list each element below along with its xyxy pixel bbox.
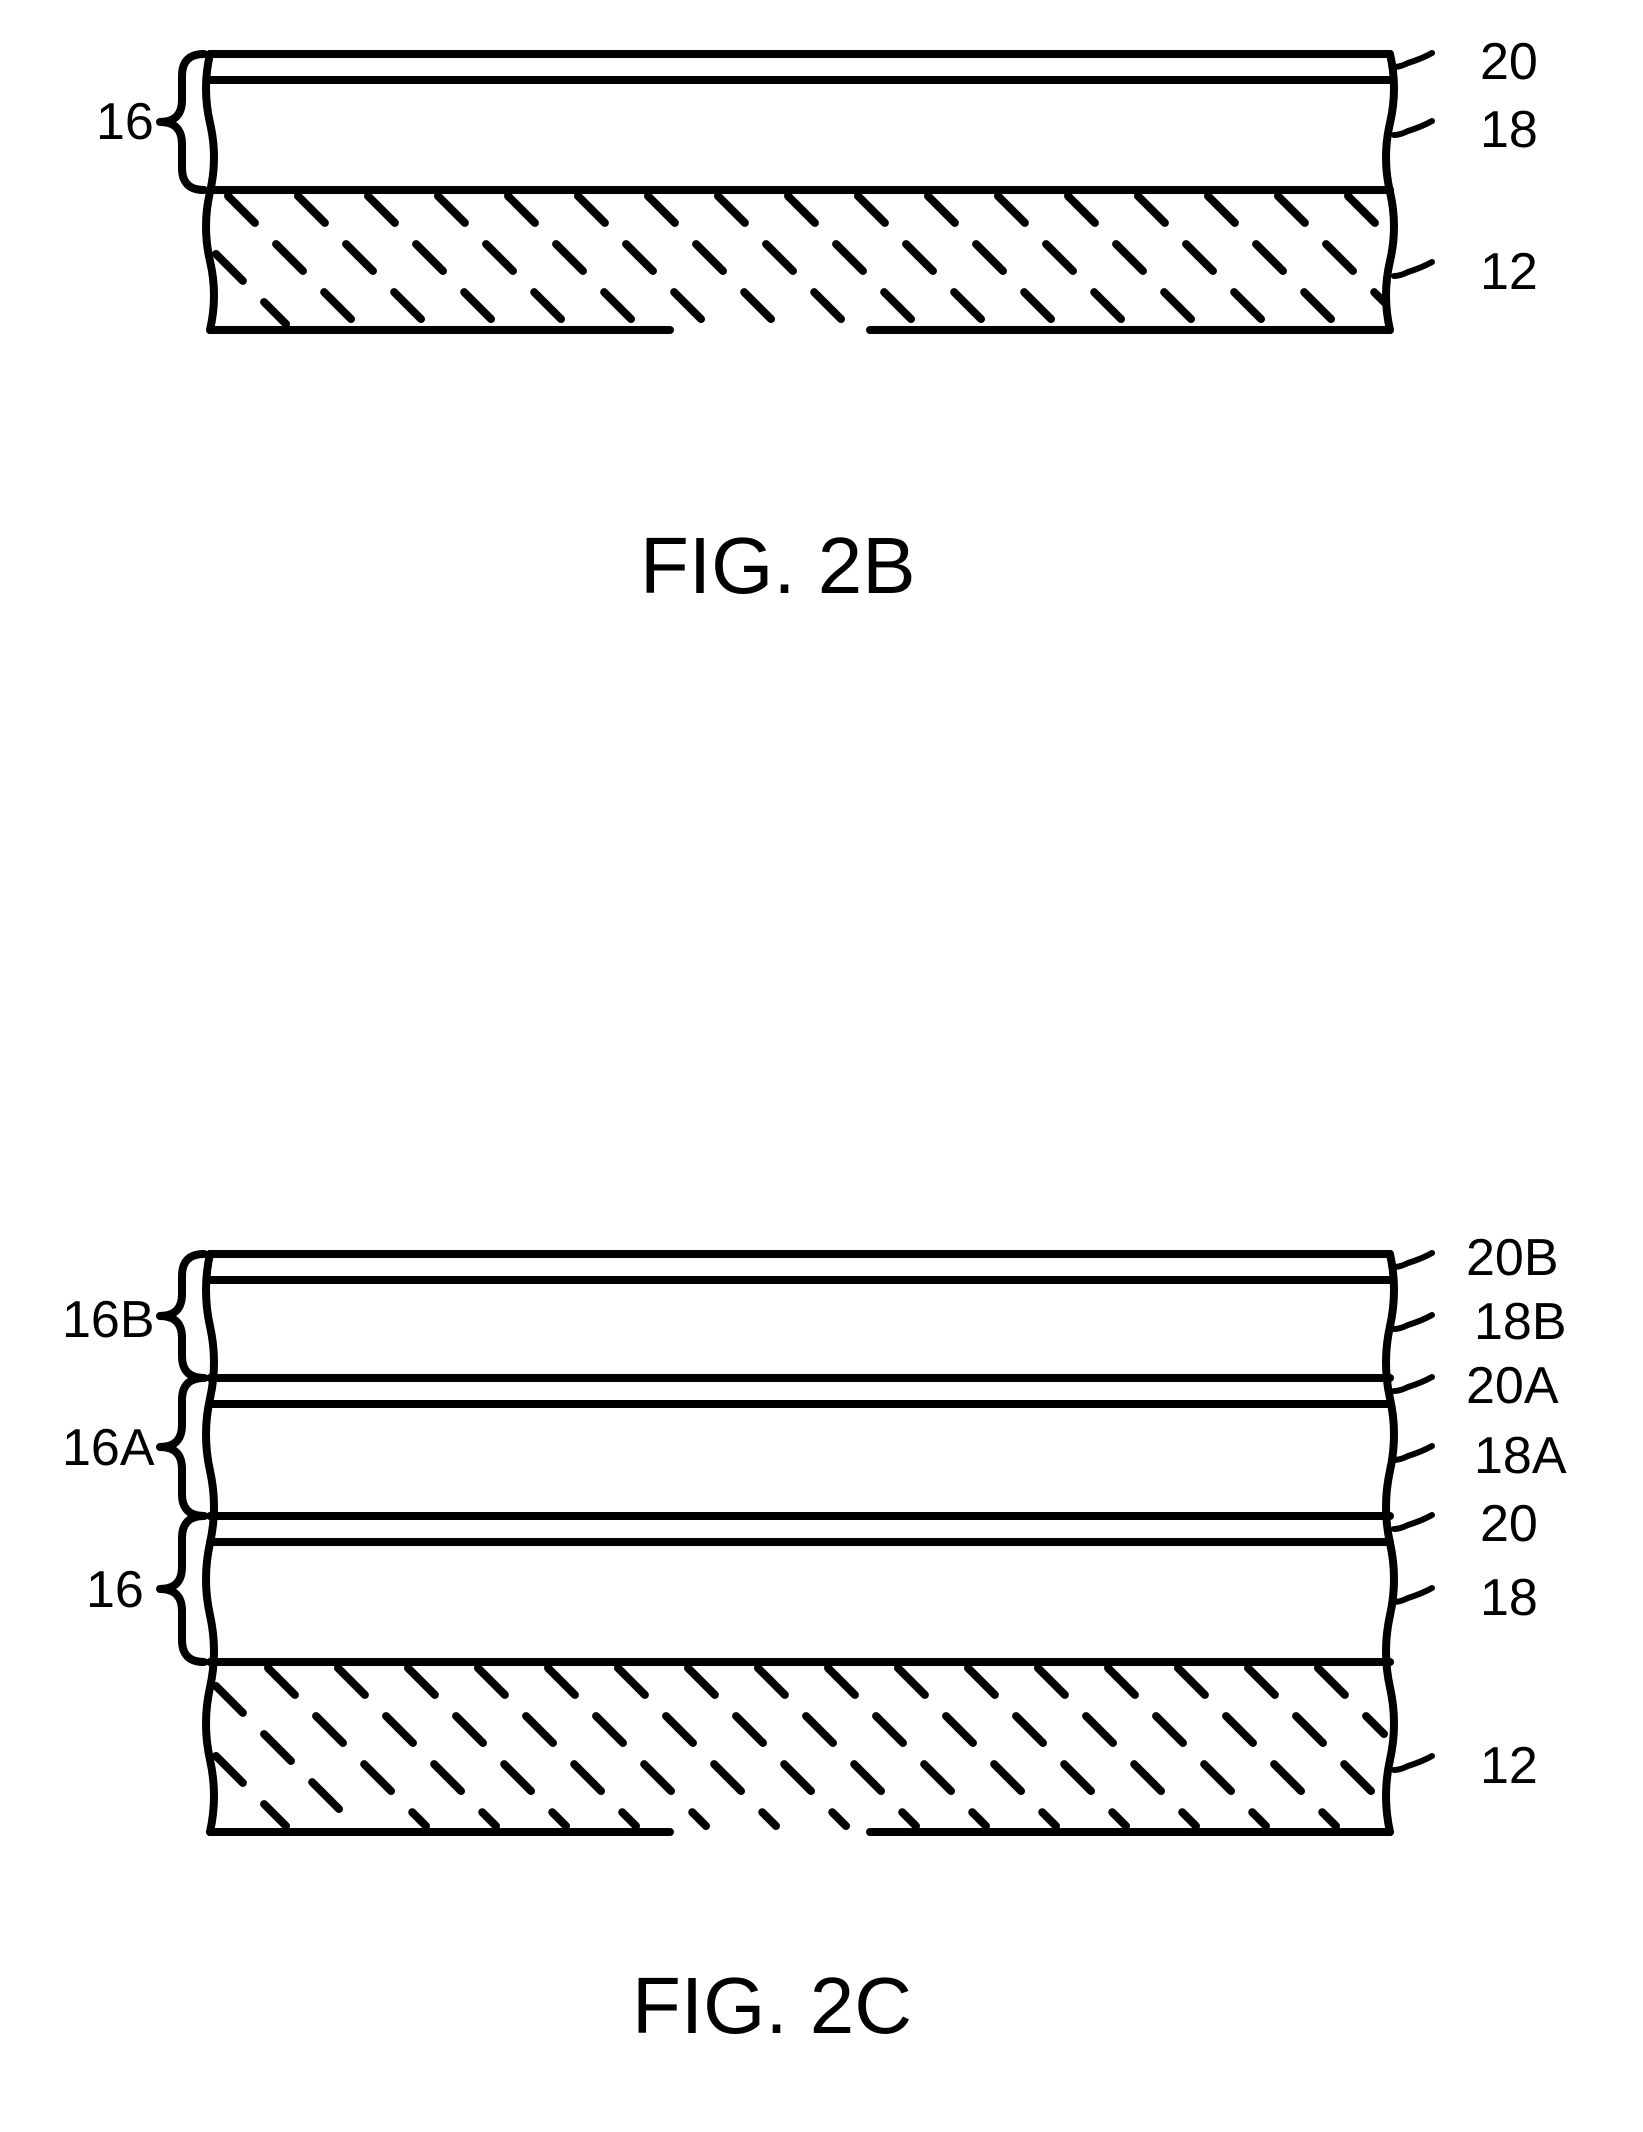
fig2c-caption: FIG. 2C xyxy=(632,1960,912,2052)
fig2b-label-18: 18 xyxy=(1480,100,1538,160)
fig2c-label-16: 16 xyxy=(86,1560,144,1620)
fig2b-label-20: 20 xyxy=(1480,32,1538,92)
fig2b-label-12: 12 xyxy=(1480,242,1538,302)
fig2c-label-18B: 18B xyxy=(1474,1292,1567,1352)
fig2c-label-18A: 18A xyxy=(1474,1426,1567,1486)
fig2b-caption: FIG. 2B xyxy=(640,520,916,612)
fig2c-label-16A: 16A xyxy=(62,1418,155,1478)
fig2c-label-18: 18 xyxy=(1480,1568,1538,1628)
fig2c-label-20B: 20B xyxy=(1466,1228,1559,1288)
fig2b-label-16: 16 xyxy=(96,92,154,152)
fig2c-label-16B: 16B xyxy=(62,1290,155,1350)
fig2c-label-12: 12 xyxy=(1480,1736,1538,1796)
fig2c-label-20A: 20A xyxy=(1466,1356,1559,1416)
fig2c-label-20: 20 xyxy=(1480,1494,1538,1554)
diagram-svg xyxy=(0,0,1643,2132)
